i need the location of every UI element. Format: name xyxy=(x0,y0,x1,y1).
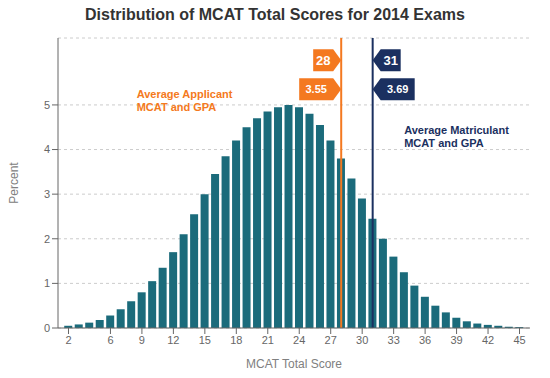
svg-text:3.69: 3.69 xyxy=(387,83,408,95)
svg-text:21: 21 xyxy=(262,334,274,346)
svg-text:15: 15 xyxy=(199,334,211,346)
svg-text:3.55: 3.55 xyxy=(305,83,326,95)
svg-text:5: 5 xyxy=(44,99,50,111)
svg-text:9: 9 xyxy=(139,334,145,346)
svg-text:Average ApplicantMCAT and GPA: Average ApplicantMCAT and GPA xyxy=(137,88,233,113)
svg-text:39: 39 xyxy=(450,334,462,346)
svg-text:Percent: Percent xyxy=(8,162,21,204)
svg-text:36: 36 xyxy=(419,334,431,346)
svg-text:31: 31 xyxy=(383,53,397,68)
svg-text:2: 2 xyxy=(44,233,50,245)
svg-text:12: 12 xyxy=(167,334,179,346)
svg-text:2: 2 xyxy=(65,334,71,346)
svg-text:45: 45 xyxy=(513,334,525,346)
svg-text:18: 18 xyxy=(230,334,242,346)
svg-text:4: 4 xyxy=(44,143,50,155)
svg-text:Average MatriculantMCAT and GP: Average MatriculantMCAT and GPA xyxy=(404,124,509,149)
html-text:Distribution of MCAT Total Sco: Distribution of MCAT Total Scores for 20… xyxy=(85,6,465,23)
svg-text:28: 28 xyxy=(316,53,330,68)
svg-text:3: 3 xyxy=(44,188,50,200)
svg-text:33: 33 xyxy=(388,334,400,346)
svg-text:0: 0 xyxy=(44,322,50,334)
svg-text:30: 30 xyxy=(356,334,368,346)
svg-text:42: 42 xyxy=(482,334,494,346)
svg-text:MCAT Total Score: MCAT Total Score xyxy=(246,357,342,371)
svg-text:6: 6 xyxy=(107,334,113,346)
svg-text:1: 1 xyxy=(44,277,50,289)
svg-text:27: 27 xyxy=(325,334,337,346)
svg-text:24: 24 xyxy=(293,334,305,346)
